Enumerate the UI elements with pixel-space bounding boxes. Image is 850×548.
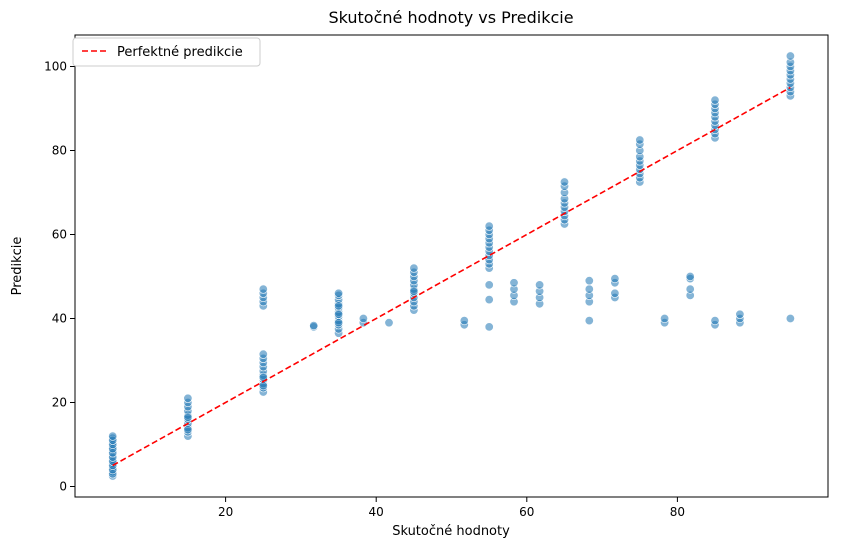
data-point	[610, 288, 620, 298]
data-point	[635, 135, 645, 145]
plot-frame	[74, 34, 829, 498]
data-point	[309, 321, 319, 331]
data-point	[183, 412, 193, 422]
data-point	[584, 316, 594, 326]
data-point	[108, 431, 118, 441]
data-point	[409, 286, 419, 296]
data-point	[584, 276, 594, 286]
data-point	[484, 322, 494, 332]
data-point	[785, 313, 795, 323]
data-point	[584, 284, 594, 294]
perfect-prediction-line	[112, 86, 791, 467]
chart-title: Skutočné hodnoty vs Predikcie	[328, 8, 573, 27]
data-point	[334, 309, 344, 319]
data-point	[685, 271, 695, 281]
data-point	[358, 313, 368, 323]
data-point	[660, 313, 670, 323]
x-axis-ticks: 20 40 60 80	[218, 497, 685, 519]
data-point	[258, 381, 268, 391]
data-point	[183, 393, 193, 403]
data-point	[334, 318, 344, 328]
y-tick-label: 40	[52, 312, 67, 326]
x-tick-label: 80	[670, 505, 685, 519]
data-point	[409, 263, 419, 273]
legend-label: Perfektné predikcie	[117, 45, 243, 60]
data-point	[334, 288, 344, 298]
y-tick-label: 20	[52, 396, 67, 410]
data-point	[685, 284, 695, 294]
y-axis-label: Predikcie	[10, 237, 25, 296]
y-tick-label: 100	[44, 60, 67, 74]
data-point	[484, 221, 494, 231]
x-tick-label: 60	[519, 505, 534, 519]
data-point	[258, 284, 268, 294]
data-point	[785, 51, 795, 61]
data-point	[710, 316, 720, 326]
x-tick-label: 40	[369, 505, 384, 519]
data-point	[183, 425, 193, 435]
x-tick-label: 20	[218, 505, 233, 519]
data-point	[710, 95, 720, 105]
data-point	[735, 309, 745, 319]
x-axis-label: Skutočné hodnoty	[392, 524, 510, 539]
y-axis-ticks: 0 20 40 60 80 100	[44, 60, 75, 494]
data-point	[559, 177, 569, 187]
data-point	[610, 274, 620, 284]
legend-box	[72, 37, 261, 67]
y-tick-label: 0	[59, 480, 67, 494]
data-point	[484, 280, 494, 290]
y-tick-label: 60	[52, 228, 67, 242]
points-layer	[108, 51, 795, 481]
data-point	[334, 301, 344, 311]
data-point	[459, 316, 469, 326]
data-point	[535, 280, 545, 290]
data-point	[384, 318, 394, 328]
data-point	[258, 349, 268, 359]
y-tick-label: 80	[52, 144, 67, 158]
data-point	[484, 295, 494, 305]
data-point	[509, 278, 519, 288]
legend: Perfektné predikcie	[72, 37, 261, 67]
